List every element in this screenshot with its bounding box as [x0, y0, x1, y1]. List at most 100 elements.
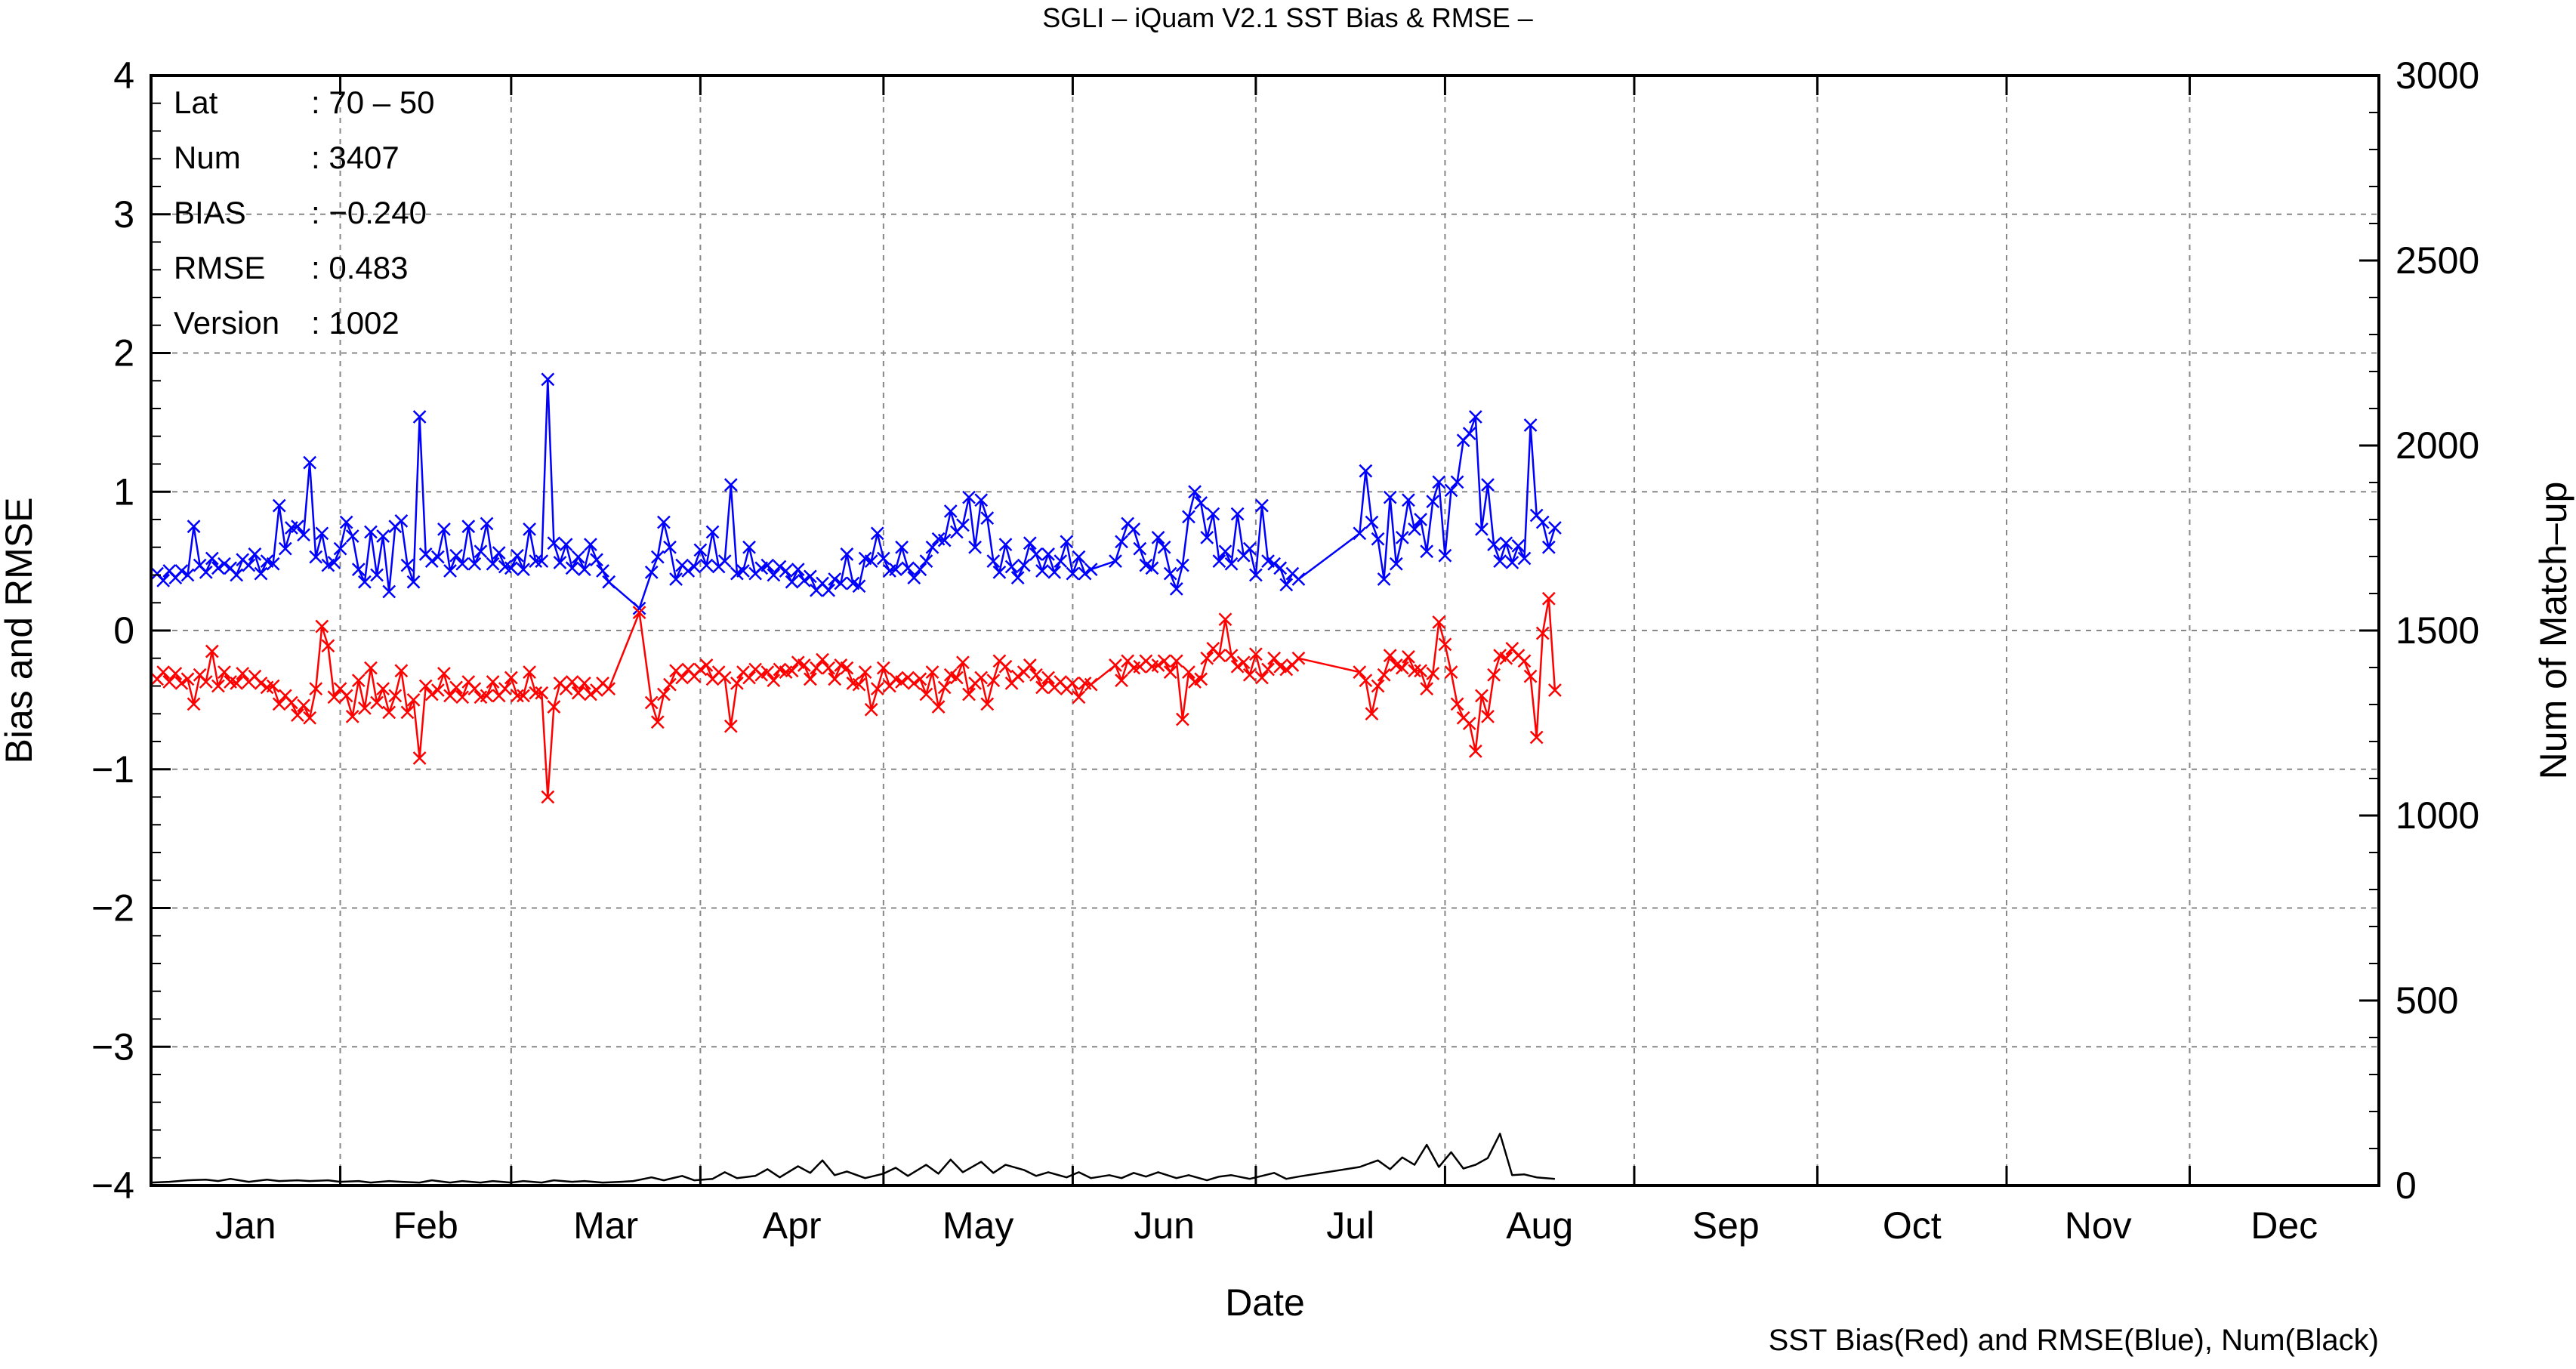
rmse-marker — [1408, 522, 1421, 536]
bias-marker — [498, 682, 512, 696]
bias-marker — [1462, 717, 1476, 730]
rmse-marker — [1151, 531, 1165, 544]
rmse-marker — [1273, 561, 1288, 575]
bias-marker — [962, 687, 976, 701]
rmse-marker — [486, 557, 500, 571]
bias-marker — [327, 690, 341, 705]
rmse-marker — [1023, 536, 1037, 550]
rmse-marker — [357, 575, 372, 589]
rmse-marker — [876, 551, 890, 566]
rmse-marker — [584, 538, 597, 551]
bias-marker — [1365, 707, 1379, 721]
month-label: Sep — [1692, 1204, 1760, 1247]
rmse-marker — [291, 520, 304, 534]
y2-tick-label: 1000 — [2396, 794, 2479, 837]
rmse-marker — [1389, 557, 1403, 571]
bias-marker — [632, 606, 646, 619]
bias-marker — [663, 677, 677, 692]
rmse-marker — [443, 564, 457, 578]
rmse-marker — [1493, 554, 1507, 569]
bias-marker — [272, 697, 286, 711]
rmse-marker — [1224, 557, 1239, 571]
bias-marker — [1242, 668, 1257, 682]
rmse-marker — [1163, 566, 1177, 581]
stat-value: : −0.240 — [311, 195, 427, 230]
y2-tick-label: 2500 — [2396, 239, 2479, 282]
bias-marker — [291, 708, 304, 722]
rmse-marker — [956, 518, 970, 532]
bias-marker — [956, 655, 970, 670]
num-line — [150, 1133, 1556, 1184]
bias-marker — [657, 687, 671, 701]
rmse-marker — [474, 544, 488, 559]
x-axis-title: Date — [1225, 1281, 1305, 1324]
bias-marker — [986, 674, 1001, 688]
rmse-marker — [205, 551, 219, 566]
rmse-marker — [400, 558, 415, 572]
rmse-marker — [1548, 521, 1562, 535]
y-tick-label: −3 — [91, 1025, 134, 1068]
bias-marker — [418, 679, 433, 693]
rmse-marker — [913, 563, 927, 577]
rmse-marker — [455, 557, 470, 571]
bias-marker — [266, 679, 280, 693]
month-label: Jun — [1134, 1204, 1195, 1247]
rmse-marker — [968, 540, 982, 554]
rmse-marker — [523, 522, 536, 536]
rmse-marker — [1004, 560, 1019, 574]
rmse-marker — [1541, 540, 1556, 554]
rmse-marker — [180, 568, 195, 582]
bias-marker — [937, 680, 952, 695]
bias-marker — [1182, 665, 1195, 680]
y-axis-title: Bias and RMSE — [0, 498, 40, 764]
bias-marker — [297, 698, 310, 713]
bias-marker — [1395, 661, 1409, 675]
rmse-marker — [254, 566, 268, 581]
rmse-marker — [687, 560, 702, 574]
bias-marker — [1548, 683, 1562, 697]
y-tick-label: 4 — [113, 54, 134, 97]
rmse-marker — [199, 565, 213, 579]
bias-marker — [1468, 744, 1482, 758]
bias-marker — [511, 689, 524, 703]
bias-marker — [675, 671, 690, 685]
rmse-marker — [1535, 515, 1550, 529]
rmse-marker — [943, 504, 958, 518]
ticks — [151, 74, 2379, 1187]
bias-marker — [400, 705, 415, 720]
month-label: May — [942, 1204, 1013, 1247]
rmse-marker — [1188, 485, 1202, 499]
bias-marker — [1450, 697, 1464, 711]
bias-marker — [1115, 674, 1128, 688]
y-tick-labels: −4 −3 −2 −1 0 1 2 3 4 — [91, 54, 134, 1207]
stat-label: RMSE — [174, 250, 265, 285]
bias-marker — [1248, 647, 1263, 661]
rmse-marker — [230, 568, 244, 582]
bias-marker — [577, 676, 591, 690]
bias-marker — [211, 679, 225, 693]
rmse-marker — [449, 548, 463, 563]
bias-marker — [1279, 662, 1294, 677]
rmse-marker — [1230, 507, 1245, 521]
bias-marker — [156, 665, 171, 680]
rmse-marker — [1010, 571, 1025, 585]
rmse-marker — [962, 490, 976, 504]
rmse-marker — [1291, 572, 1306, 586]
month-label: Oct — [1883, 1204, 1942, 1247]
bias-marker — [370, 695, 384, 710]
bias-marker — [394, 664, 409, 678]
rmse-marker — [1468, 410, 1482, 424]
y-tick-label: 0 — [113, 609, 134, 652]
bias-marker — [840, 661, 854, 675]
bias-marker — [351, 674, 366, 688]
rmse-marker — [1462, 427, 1476, 440]
bias-marker — [1432, 615, 1446, 629]
month-label: Jan — [215, 1204, 276, 1247]
bias-marker — [205, 644, 219, 658]
chart-title: SGLI – iQuam V2.1 SST Bias & RMSE – — [1042, 2, 1533, 33]
bias-marker — [236, 667, 250, 680]
bias-marker — [852, 677, 866, 692]
rmse-marker — [1279, 578, 1294, 592]
rmse-marker — [217, 557, 231, 571]
rmse-marker — [681, 564, 696, 578]
